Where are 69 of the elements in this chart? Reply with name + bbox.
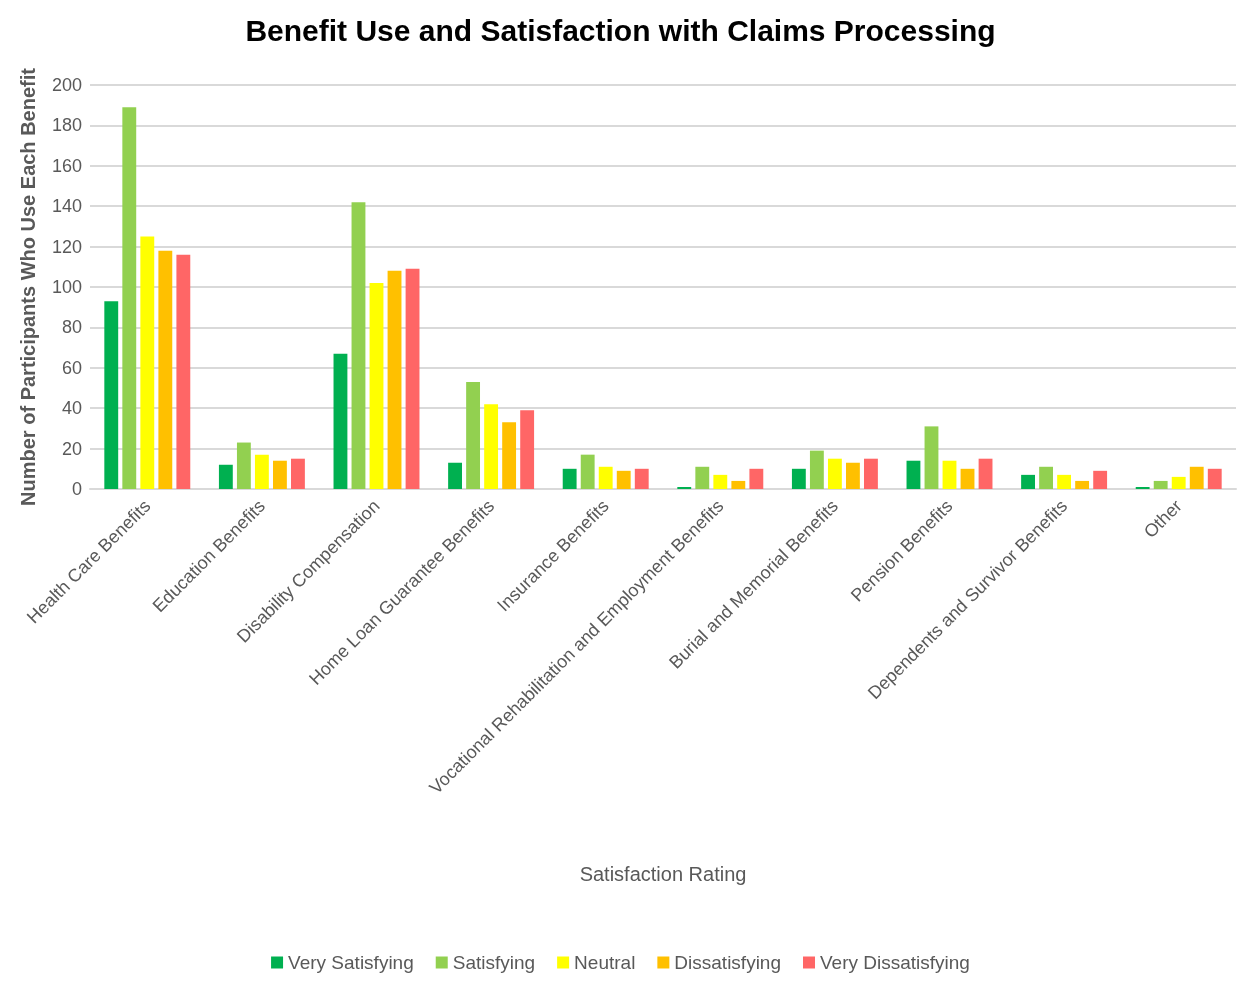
y-tick-label: 120	[51, 236, 82, 257]
bar	[236, 442, 251, 489]
bar	[809, 450, 824, 489]
bar	[845, 462, 860, 489]
bar	[1039, 466, 1054, 489]
bar	[942, 460, 957, 489]
bar	[598, 466, 613, 489]
bar	[616, 470, 631, 489]
bar	[1171, 476, 1186, 489]
legend-label: Dissatisfying	[674, 952, 782, 973]
bar	[104, 301, 119, 489]
y-tick-label: 180	[51, 115, 82, 136]
x-axis-title: Satisfaction Rating	[579, 863, 747, 885]
bar	[1189, 466, 1204, 489]
bar	[387, 270, 402, 489]
bar	[333, 353, 348, 489]
bar	[218, 464, 233, 489]
bar	[272, 460, 287, 489]
bar	[520, 410, 535, 489]
legend-label: Very Satisfying	[288, 952, 414, 973]
y-axis-title: Number of Participants Who Use Each Benefit	[17, 67, 39, 506]
bar	[502, 422, 517, 489]
bar	[960, 468, 975, 489]
bar	[1057, 474, 1072, 489]
bar	[1135, 486, 1150, 489]
y-tick-label: 0	[71, 479, 82, 499]
chart-title: Benefit Use and Satisfaction with Claims Processing	[245, 13, 996, 47]
y-tick-label: 80	[61, 317, 82, 338]
bar	[291, 458, 305, 489]
y-tick-label: 200	[51, 75, 82, 95]
legend-label: Satisfying	[452, 952, 536, 973]
bar	[562, 468, 577, 489]
bar	[695, 466, 710, 489]
y-tick-label: 160	[51, 155, 82, 176]
bar	[369, 282, 384, 489]
bar	[484, 404, 499, 489]
bar	[405, 268, 420, 489]
bar	[1093, 470, 1108, 489]
bar	[906, 460, 921, 489]
y-tick-label: 60	[61, 357, 82, 378]
bar	[351, 202, 366, 489]
bar	[1021, 474, 1035, 489]
bar	[158, 250, 173, 489]
bar	[924, 426, 939, 489]
bar	[634, 468, 649, 489]
bar	[827, 458, 842, 489]
bar	[731, 480, 746, 489]
bar	[580, 454, 595, 489]
bar	[1075, 480, 1090, 489]
bar	[122, 107, 137, 489]
bar	[713, 474, 728, 489]
y-tick-label: 40	[61, 398, 82, 419]
bar	[466, 381, 481, 489]
y-tick-label: 20	[61, 438, 82, 459]
bar	[864, 458, 878, 489]
bar	[448, 462, 462, 489]
bar	[254, 454, 269, 489]
y-tick-label: 100	[51, 277, 82, 297]
y-tick-label: 140	[51, 196, 82, 217]
bar	[1153, 480, 1168, 489]
bar	[677, 486, 692, 489]
bar	[176, 254, 191, 489]
bar	[749, 468, 764, 489]
bar	[1207, 468, 1222, 489]
bar	[978, 458, 993, 489]
bar	[791, 468, 806, 489]
bar	[140, 236, 155, 489]
legend-label: Neutral	[574, 952, 636, 973]
legend-label: Very Dissatisfying	[820, 952, 970, 973]
